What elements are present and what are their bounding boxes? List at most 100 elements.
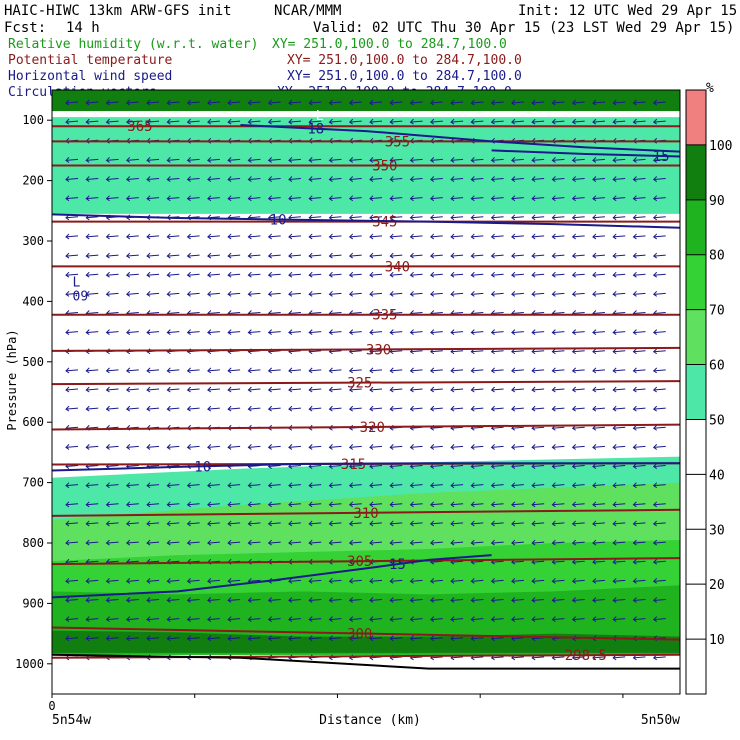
wind-vector-head [186, 176, 191, 182]
wind-vector [552, 331, 565, 334]
wind-vector [653, 235, 666, 238]
wind-vector [207, 484, 220, 487]
wind-vector [471, 445, 484, 448]
wind-vector-head [652, 405, 658, 412]
wind-vector [329, 503, 342, 506]
wind-vector [633, 465, 646, 468]
wind-vector [633, 350, 646, 353]
wind-vector-head [227, 99, 232, 106]
wind-vector [430, 388, 443, 391]
wind-vector [471, 120, 484, 123]
wind-contour-label: 10 [194, 459, 211, 475]
wind-vector-head [328, 539, 333, 546]
wind-vector-head [571, 348, 577, 355]
wind-vector [147, 598, 160, 601]
wind-vector-head [267, 635, 273, 642]
colorbar-unit: % [706, 81, 714, 96]
wind-vector [187, 484, 200, 487]
wind-vector [126, 101, 139, 104]
wind-vector-head [166, 386, 171, 393]
wind-vector-head [146, 539, 151, 546]
wind-vector [410, 369, 423, 372]
wind-vector-head [450, 157, 455, 163]
wind-vector [430, 254, 443, 257]
wind-vector [491, 158, 504, 161]
wind-vector [532, 388, 545, 391]
wind-vector-head [328, 118, 333, 125]
wind-vector-head [430, 329, 435, 336]
wind-vector [126, 465, 139, 468]
wind-vector-head [490, 118, 495, 125]
wind-vector-head [247, 520, 252, 527]
wind-vector [430, 598, 443, 601]
wind-vector-head [490, 616, 495, 623]
field-xy: XY= 251.0,100.0 to 284.7,100.0 [287, 69, 522, 84]
wind-vector [369, 197, 383, 200]
wind-vector [147, 465, 160, 468]
wind-vector [532, 465, 545, 468]
wind-vector-head [551, 195, 556, 202]
wind-vector-head [328, 386, 333, 393]
wind-vector [147, 522, 160, 525]
wind-vector [592, 235, 605, 238]
wind-vector-head [288, 118, 293, 125]
wind-vector [552, 178, 565, 181]
wind-vector [572, 560, 585, 563]
wind-vector-head [632, 329, 637, 336]
wind-vector-head [207, 405, 212, 412]
wind-vector [106, 484, 119, 487]
colorbar-tick-label: 20 [709, 578, 725, 593]
wind-vector [288, 292, 301, 295]
wind-vector [248, 235, 261, 238]
wind-vector [106, 235, 119, 238]
wind-vector-head [571, 118, 577, 125]
wind-vector-head [227, 635, 232, 642]
wind-vector [349, 273, 362, 276]
wind-vector [65, 292, 79, 295]
wind-vector-head [490, 99, 495, 106]
wind-vector-head [470, 520, 475, 527]
wind-vector [653, 216, 666, 219]
wind-vector-head [490, 195, 495, 202]
wind-vector [471, 656, 484, 659]
wind-vector-head [369, 118, 374, 125]
wind-vector [126, 484, 139, 487]
wind-vector [613, 426, 626, 429]
wind-vector [126, 273, 139, 276]
wind-vector [511, 311, 524, 314]
wind-vector [410, 254, 423, 257]
wind-vector [268, 445, 281, 448]
wind-vector-head [328, 577, 333, 584]
wind-vector [552, 388, 565, 391]
wind-vector-head [632, 214, 637, 221]
wind-vector-head [551, 176, 556, 182]
wind-vector-head [470, 482, 475, 489]
colorbar-tick-label: 50 [709, 413, 725, 428]
wind-vector [228, 197, 241, 200]
wind-vector-head [389, 482, 394, 489]
wind-vector-head [369, 577, 374, 584]
wind-vector-head [166, 577, 171, 584]
wind-vector-head [369, 329, 374, 336]
wind-vector [390, 637, 403, 640]
wind-vector [552, 311, 565, 314]
wind-vector [572, 579, 585, 582]
wind-vector [572, 484, 585, 487]
wind-vector [572, 369, 585, 372]
wind-vector [349, 369, 362, 372]
theta-contour [52, 626, 680, 641]
wind-vector [613, 445, 626, 448]
wind-vector-head [85, 386, 90, 393]
wind-vector [511, 598, 524, 601]
wind-vector-head [65, 157, 70, 163]
wind-vector [65, 158, 79, 161]
wind-vector-head [551, 501, 556, 508]
wind-vector [430, 350, 443, 353]
wind-vector-head [288, 176, 293, 182]
wind-speed-contour [491, 149, 680, 158]
wind-vector [532, 618, 545, 621]
wind-vector-head [430, 214, 435, 221]
wind-vector-head [632, 558, 637, 565]
wind-vector [268, 292, 281, 295]
wind-vector-head [531, 99, 536, 106]
